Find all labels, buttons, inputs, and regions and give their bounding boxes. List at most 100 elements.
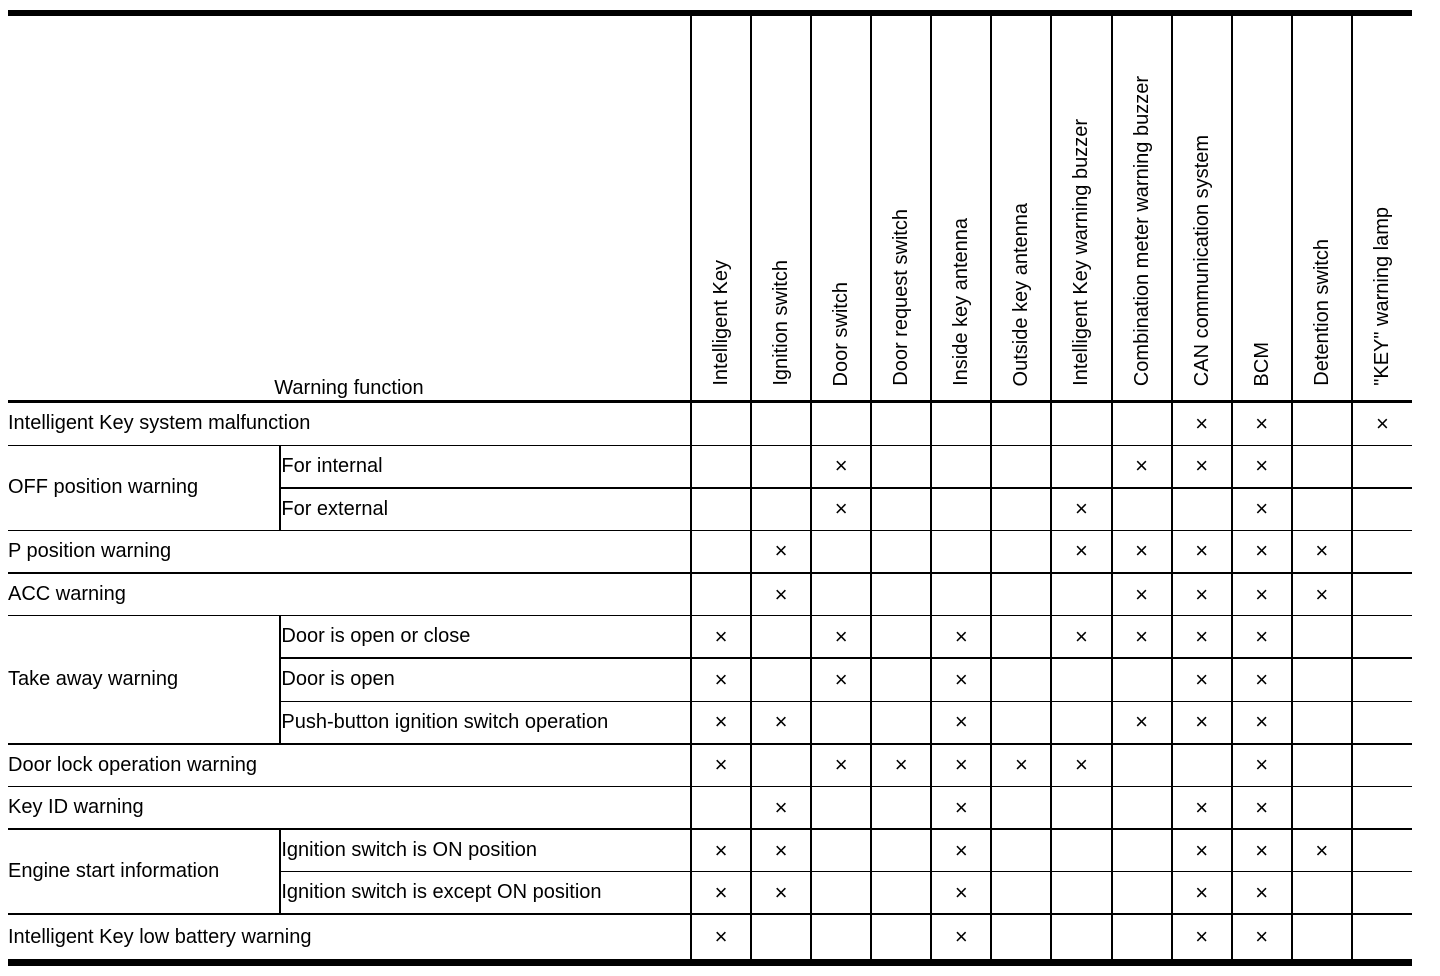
mark-cell [930, 487, 993, 531]
mark-cell [870, 530, 933, 575]
mark-cell [1170, 743, 1233, 787]
mark-cell: × [1170, 829, 1233, 873]
mark-cell [1110, 914, 1173, 963]
mark-cell [1110, 829, 1173, 873]
table-row: Engine start information Ignition switch … [8, 829, 1412, 916]
table-row: Ignition switch is except ON position × × ×… [8, 871, 1412, 916]
mark-cell: × [1170, 445, 1233, 489]
mark-cell [689, 530, 753, 575]
mark-cell [990, 573, 1053, 617]
mark-cell [810, 786, 873, 831]
mark-cell [750, 445, 813, 489]
mark-cell [1350, 701, 1412, 745]
mark-cell [1290, 871, 1353, 916]
mark-cell: × [1230, 445, 1293, 489]
mark-cell [1050, 701, 1113, 745]
mark-cell [990, 615, 1053, 660]
mark-cell [1350, 658, 1412, 702]
mark-cell [1290, 701, 1353, 745]
mark-cell [990, 530, 1053, 575]
mark-cell [990, 871, 1053, 916]
mark-cell: × [750, 701, 813, 745]
row-group-label: Engine start information [8, 829, 282, 916]
mark-cell [1350, 743, 1412, 787]
mark-cell [1110, 786, 1173, 831]
mark-cell: × [990, 743, 1053, 787]
mark-cell [1050, 445, 1113, 489]
mark-cell [990, 701, 1053, 745]
mark-cell: × [1170, 573, 1233, 617]
mark-cell: × [1170, 871, 1233, 916]
mark-cell [990, 829, 1053, 873]
row-label: ACC warning [8, 573, 692, 617]
mark-cell [810, 701, 873, 745]
row-sublabel: For internal [279, 445, 692, 489]
mark-cell [1170, 487, 1233, 531]
row-group-label: OFF position warning [8, 445, 282, 531]
mark-cell [870, 786, 933, 831]
mark-cell [990, 445, 1053, 489]
mark-cell: × [689, 829, 753, 873]
mark-cell: × [750, 829, 813, 873]
mark-cell: × [810, 658, 873, 702]
mark-cell [990, 786, 1053, 831]
row-sublabel: For external [279, 487, 692, 531]
mark-cell: × [1170, 401, 1233, 446]
table-row: Key ID warning × × × × [8, 786, 1412, 831]
table-row: Push-button ignition switch operation × × ×… [8, 701, 1412, 745]
row-sublabel: Ignition switch is ON position [279, 829, 692, 873]
column-header-can-communication-system: CAN communication system [1170, 13, 1233, 403]
mark-cell: × [1110, 573, 1173, 617]
mark-cell [870, 615, 933, 660]
mark-cell [1290, 914, 1353, 963]
mark-cell: × [1170, 530, 1233, 575]
table-row: ACC warning × × × × × [8, 573, 1412, 617]
mark-cell [1050, 658, 1113, 702]
mark-cell: × [1290, 530, 1353, 575]
mark-cell [1050, 786, 1113, 831]
mark-cell: × [1050, 743, 1113, 787]
mark-cell [750, 401, 813, 446]
mark-cell: × [930, 743, 993, 787]
mark-cell: × [930, 871, 993, 916]
mark-cell: × [750, 573, 813, 617]
mark-cell [750, 658, 813, 702]
mark-cell [930, 445, 993, 489]
mark-cell [810, 573, 873, 617]
mark-cell: × [1110, 701, 1173, 745]
row-sublabel: Ignition switch is except ON position [279, 871, 692, 916]
mark-cell [810, 829, 873, 873]
mark-cell: × [1230, 786, 1293, 831]
mark-cell: × [810, 445, 873, 489]
mark-cell [870, 401, 933, 446]
mark-cell: × [1230, 701, 1293, 745]
column-header-bcm: BCM [1230, 13, 1293, 403]
mark-cell [990, 401, 1053, 446]
column-header-combination-meter-warning-buzzer: Combination meter warning buzzer [1110, 13, 1173, 403]
column-header-inside-key-antenna: Inside key antenna [930, 13, 993, 403]
mark-cell [930, 530, 993, 575]
mark-cell: × [1230, 615, 1293, 660]
table-row: Door is open × × × × × [8, 658, 1412, 702]
column-header-door-request-switch: Door request switch [870, 13, 933, 403]
mark-cell: × [1050, 530, 1113, 575]
mark-cell: × [750, 786, 813, 831]
column-header-door-switch: Door switch [810, 13, 873, 403]
mark-cell [1290, 487, 1353, 531]
row-label: Intelligent Key system malfunction [8, 401, 692, 446]
mark-cell [1350, 530, 1412, 575]
mark-cell [990, 914, 1053, 963]
mark-cell: × [689, 658, 753, 702]
table-row: Intelligent Key low battery warning × × × × [8, 914, 1412, 963]
mark-cell [810, 914, 873, 963]
mark-cell: × [1230, 401, 1293, 446]
mark-cell: × [1170, 786, 1233, 831]
mark-cell: × [930, 658, 993, 702]
row-label: Intelligent Key low battery warning [8, 914, 692, 963]
mark-cell: × [689, 743, 753, 787]
mark-cell [810, 401, 873, 446]
mark-cell [810, 530, 873, 575]
mark-cell [1050, 829, 1113, 873]
mark-cell [1350, 829, 1412, 873]
